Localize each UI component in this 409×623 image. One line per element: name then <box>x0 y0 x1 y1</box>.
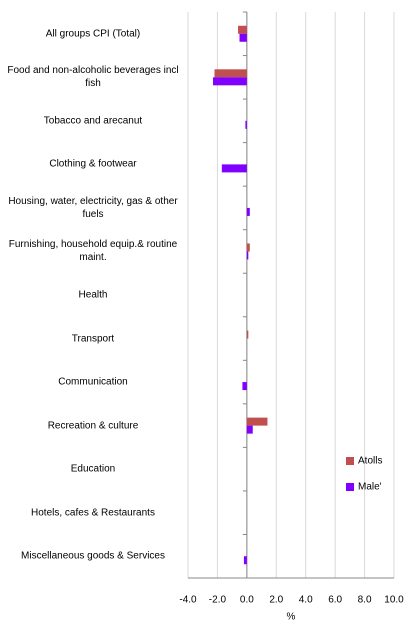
bar <box>246 417 268 426</box>
bar <box>243 556 247 565</box>
legend-swatch <box>346 483 354 491</box>
x-tick-label: -2.0 <box>209 595 227 606</box>
bar <box>239 33 247 42</box>
legend-label: Atolls <box>358 456 382 467</box>
y-tick-label: Food and non-alcoholic beverages incl fi… <box>7 65 179 90</box>
bar <box>221 164 247 173</box>
bar <box>246 207 250 216</box>
y-tick-label: Furnishing, household equip.& routine ma… <box>8 239 178 264</box>
x-axis-label: % <box>287 612 296 623</box>
legend-swatch <box>346 457 354 465</box>
y-tick-label: Housing, water, electricity, gas & other… <box>8 195 178 220</box>
bar <box>246 330 249 339</box>
bar <box>246 243 250 252</box>
x-tick-label: 6.0 <box>328 595 342 606</box>
y-tick-label: Recreation & culture <box>47 420 139 432</box>
y-tick-label: Hotels, cafes & Restaurants <box>31 507 155 519</box>
bar <box>214 69 247 78</box>
x-tick-label: -4.0 <box>179 595 197 606</box>
bar <box>238 25 247 34</box>
y-tick-label: Transport <box>71 333 115 345</box>
bar <box>242 382 247 391</box>
x-tick-label: 0.0 <box>240 595 254 606</box>
bar <box>246 425 253 434</box>
y-tick-label: All groups CPI (Total) <box>45 28 141 40</box>
bar <box>246 251 249 260</box>
bar <box>213 77 247 86</box>
x-tick-label: 8.0 <box>358 595 372 606</box>
y-tick-label: Miscellaneous goods & Services <box>21 550 165 562</box>
legend-label: Male' <box>358 482 382 493</box>
x-tick-label: 10.0 <box>384 595 404 606</box>
bar <box>245 120 247 129</box>
x-tick-label: 4.0 <box>299 595 313 606</box>
x-tick-label: 2.0 <box>269 595 283 606</box>
y-tick-label: Clothing & footwear <box>49 158 137 170</box>
y-tick-label: Health <box>78 289 108 301</box>
y-tick-label: Communication <box>58 376 128 388</box>
y-tick-label: Tobacco and arecanut <box>43 115 143 127</box>
y-tick-label: Education <box>70 463 116 475</box>
